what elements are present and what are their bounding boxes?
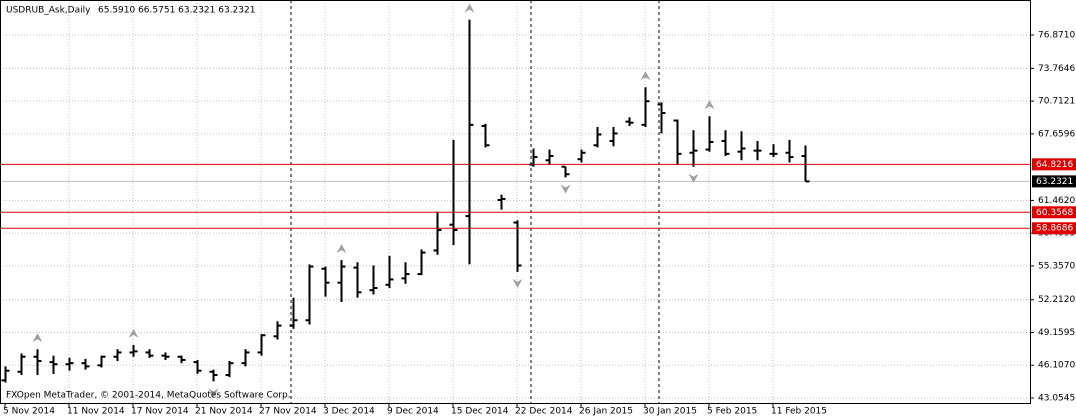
fractal-up [32,333,43,343]
fractal-up [704,100,715,110]
level-box [1032,158,1076,171]
y-tick-label: 67.6596 [1038,129,1075,139]
fractal-up [464,3,475,13]
fractal-down [208,388,219,398]
x-tick-label: 15 Dec 2014 [451,407,509,417]
plot-frame [0,0,1031,404]
level-box [1032,175,1076,188]
y-tick-label: 55.3570 [1038,261,1075,271]
level-box [1032,206,1076,219]
fractal-up [336,244,347,254]
y-tick-label: 70.7121 [1038,97,1075,107]
fractal-up [128,328,139,338]
x-tick-label: 11 Feb 2015 [771,407,827,417]
x-tick-label: 27 Nov 2014 [259,407,317,417]
fractal-down [688,173,699,183]
axis: 76.871073.764670.712167.659661.462058.40… [3,30,1076,417]
level-box [1032,222,1076,235]
y-tick-label: 61.4620 [1038,196,1075,206]
fractal-down [512,278,523,288]
ohlc-text: 65.5910 66.5751 63.2321 63.2321 [98,6,255,16]
x-tick-label: 11 Nov 2014 [67,407,125,417]
x-tick-label: 5 Feb 2015 [707,407,757,417]
level-label: 64.8216 [1036,160,1073,170]
grid [0,0,1030,403]
level-label: 58.8686 [1036,224,1073,234]
y-tick-label: 46.1070 [1038,361,1075,371]
x-tick-label: 21 Nov 2014 [195,407,253,417]
x-tick-label: 3 Dec 2014 [323,407,375,417]
level-label: 63.2321 [1036,177,1073,187]
x-tick-label: 5 Nov 2014 [3,407,55,417]
bars [1,3,810,398]
x-tick-label: 26 Jan 2015 [579,407,633,417]
y-tick-label: 52.2120 [1038,295,1075,305]
y-tick-label: 49.1595 [1038,328,1075,338]
fractal-down [560,184,571,194]
x-tick-label: 22 Dec 2014 [515,407,573,417]
y-tick-label: 43.0545 [1038,394,1075,404]
y-tick-label: 73.7646 [1038,64,1075,74]
symbol: USDRUB_Ask,Daily [6,6,91,16]
x-tick-label: 9 Dec 2014 [387,407,439,417]
x-tick-label: 17 Nov 2014 [131,407,189,417]
copyright: FXOpen MetaTrader, © 2001-2014, MetaQuot… [6,391,291,401]
levels [0,163,1030,229]
fractal-up [640,71,651,81]
y-tick-label: 76.8710 [1038,30,1075,40]
x-tick-label: 30 Jan 2015 [643,407,697,417]
level-label: 60.3568 [1036,208,1073,218]
